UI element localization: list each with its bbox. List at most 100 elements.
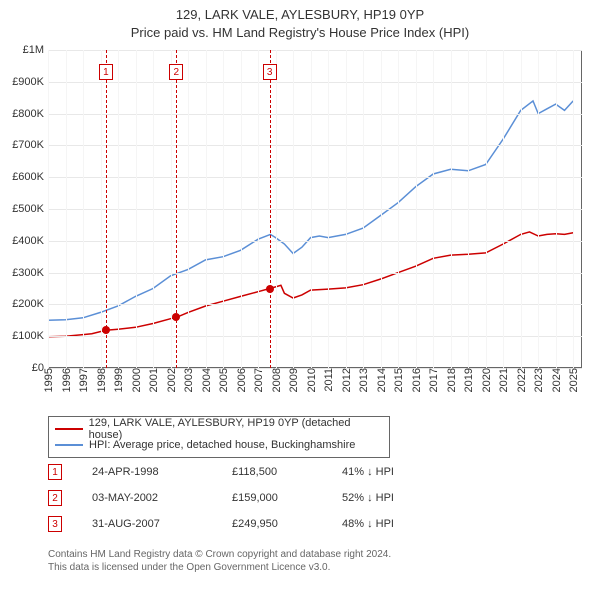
gridline-horizontal	[48, 209, 582, 210]
x-axis-tick-label: 2022	[514, 368, 528, 392]
sale-marker-badge: 1	[99, 64, 113, 80]
gridline-vertical	[171, 50, 172, 368]
y-axis-tick-label: £500K	[12, 203, 48, 215]
x-axis-tick-label: 2010	[304, 368, 318, 392]
title-line-1: 129, LARK VALE, AYLESBURY, HP19 0YP	[0, 6, 600, 24]
gridline-vertical	[433, 50, 434, 368]
gridline-vertical	[241, 50, 242, 368]
gridline-vertical	[293, 50, 294, 368]
sale-row: 203-MAY-2002£159,00052% ↓ HPI	[48, 490, 394, 506]
x-axis-tick-label: 2020	[479, 368, 493, 392]
gridline-vertical	[451, 50, 452, 368]
y-axis-tick-label: £600K	[12, 171, 48, 183]
gridline-vertical	[398, 50, 399, 368]
plot-area: £0£100K£200K£300K£400K£500K£600K£700K£80…	[48, 50, 582, 368]
gridline-vertical	[223, 50, 224, 368]
gridline-horizontal	[48, 82, 582, 83]
y-axis-tick-label: £700K	[12, 139, 48, 151]
gridline-vertical	[573, 50, 574, 368]
legend-row-hpi: HPI: Average price, detached house, Buck…	[55, 437, 383, 453]
gridline-vertical	[416, 50, 417, 368]
chart-title: 129, LARK VALE, AYLESBURY, HP19 0YP Pric…	[0, 0, 600, 41]
gridline-vertical	[276, 50, 277, 368]
gridline-vertical	[486, 50, 487, 368]
gridline-horizontal	[48, 177, 582, 178]
legend-label-hpi: HPI: Average price, detached house, Buck…	[89, 439, 355, 451]
sale-marker-line	[270, 50, 271, 368]
gridline-vertical	[381, 50, 382, 368]
legend-swatch-property	[55, 428, 83, 430]
x-axis-tick-label: 2014	[374, 368, 388, 392]
x-axis-tick-label: 2008	[269, 368, 283, 392]
gridline-vertical	[503, 50, 504, 368]
x-axis-tick-label: 2013	[356, 368, 370, 392]
chart-container: 129, LARK VALE, AYLESBURY, HP19 0YP Pric…	[0, 0, 600, 590]
sale-row-date: 03-MAY-2002	[92, 492, 202, 504]
gridline-vertical	[66, 50, 67, 368]
sale-marker-point	[266, 285, 274, 293]
y-axis-tick-label: £400K	[12, 235, 48, 247]
x-axis-tick-label: 2018	[444, 368, 458, 392]
gridline-vertical	[136, 50, 137, 368]
sale-row-date: 31-AUG-2007	[92, 518, 202, 530]
footer-line-2: This data is licensed under the Open Gov…	[48, 561, 391, 574]
x-axis-tick-label: 1995	[41, 368, 55, 392]
x-axis-tick-label: 1996	[59, 368, 73, 392]
x-axis-tick-label: 2007	[251, 368, 265, 392]
x-axis-tick-label: 2003	[181, 368, 195, 392]
gridline-vertical	[538, 50, 539, 368]
x-axis-tick-label: 2024	[549, 368, 563, 392]
x-axis-tick-label: 2011	[321, 368, 335, 392]
y-axis-tick-label: £100K	[12, 330, 48, 342]
footer-attribution: Contains HM Land Registry data © Crown c…	[48, 548, 391, 574]
y-axis-tick-label: £800K	[12, 108, 48, 120]
sale-marker-badge: 3	[263, 64, 277, 80]
sale-row-badge: 3	[48, 516, 62, 532]
gridline-vertical	[521, 50, 522, 368]
y-axis-tick-label: £300K	[12, 267, 48, 279]
gridline-vertical	[363, 50, 364, 368]
gridline-vertical	[48, 50, 49, 368]
x-axis-tick-label: 1998	[94, 368, 108, 392]
x-axis-tick-label: 2004	[199, 368, 213, 392]
sale-row-badge: 1	[48, 464, 62, 480]
gridline-vertical	[328, 50, 329, 368]
sale-row-badge: 2	[48, 490, 62, 506]
title-line-2: Price paid vs. HM Land Registry's House …	[0, 24, 600, 42]
gridline-horizontal	[48, 114, 582, 115]
x-axis-tick-label: 2017	[426, 368, 440, 392]
x-axis-tick-label: 2021	[496, 368, 510, 392]
gridline-vertical	[83, 50, 84, 368]
x-axis-tick-label: 2019	[461, 368, 475, 392]
sale-row: 124-APR-1998£118,50041% ↓ HPI	[48, 464, 394, 480]
y-axis-tick-label: £200K	[12, 298, 48, 310]
x-axis-tick-label: 2005	[216, 368, 230, 392]
gridline-horizontal	[48, 273, 582, 274]
sale-marker-badge: 2	[169, 64, 183, 80]
x-axis-tick-label: 2025	[566, 368, 580, 392]
sale-row-delta: 41% ↓ HPI	[342, 466, 394, 478]
sale-row-delta: 48% ↓ HPI	[342, 518, 394, 530]
sale-row-delta: 52% ↓ HPI	[342, 492, 394, 504]
sale-marker-point	[102, 326, 110, 334]
gridline-vertical	[346, 50, 347, 368]
legend-row-property: 129, LARK VALE, AYLESBURY, HP19 0YP (det…	[55, 421, 383, 437]
x-axis-tick-label: 2001	[146, 368, 160, 392]
gridline-horizontal	[48, 336, 582, 337]
x-axis-tick-label: 1997	[76, 368, 90, 392]
gridline-vertical	[101, 50, 102, 368]
x-axis-tick-label: 1999	[111, 368, 125, 392]
gridline-vertical	[468, 50, 469, 368]
gridline-horizontal	[48, 304, 582, 305]
gridline-vertical	[118, 50, 119, 368]
x-axis-tick-label: 2015	[391, 368, 405, 392]
sale-marker-point	[172, 313, 180, 321]
gridline-horizontal	[48, 50, 582, 51]
gridline-vertical	[188, 50, 189, 368]
gridline-vertical	[311, 50, 312, 368]
gridline-horizontal	[48, 241, 582, 242]
gridline-vertical	[153, 50, 154, 368]
x-axis-tick-label: 2009	[286, 368, 300, 392]
legend-swatch-hpi	[55, 444, 83, 446]
legend-box: 129, LARK VALE, AYLESBURY, HP19 0YP (det…	[48, 416, 390, 458]
